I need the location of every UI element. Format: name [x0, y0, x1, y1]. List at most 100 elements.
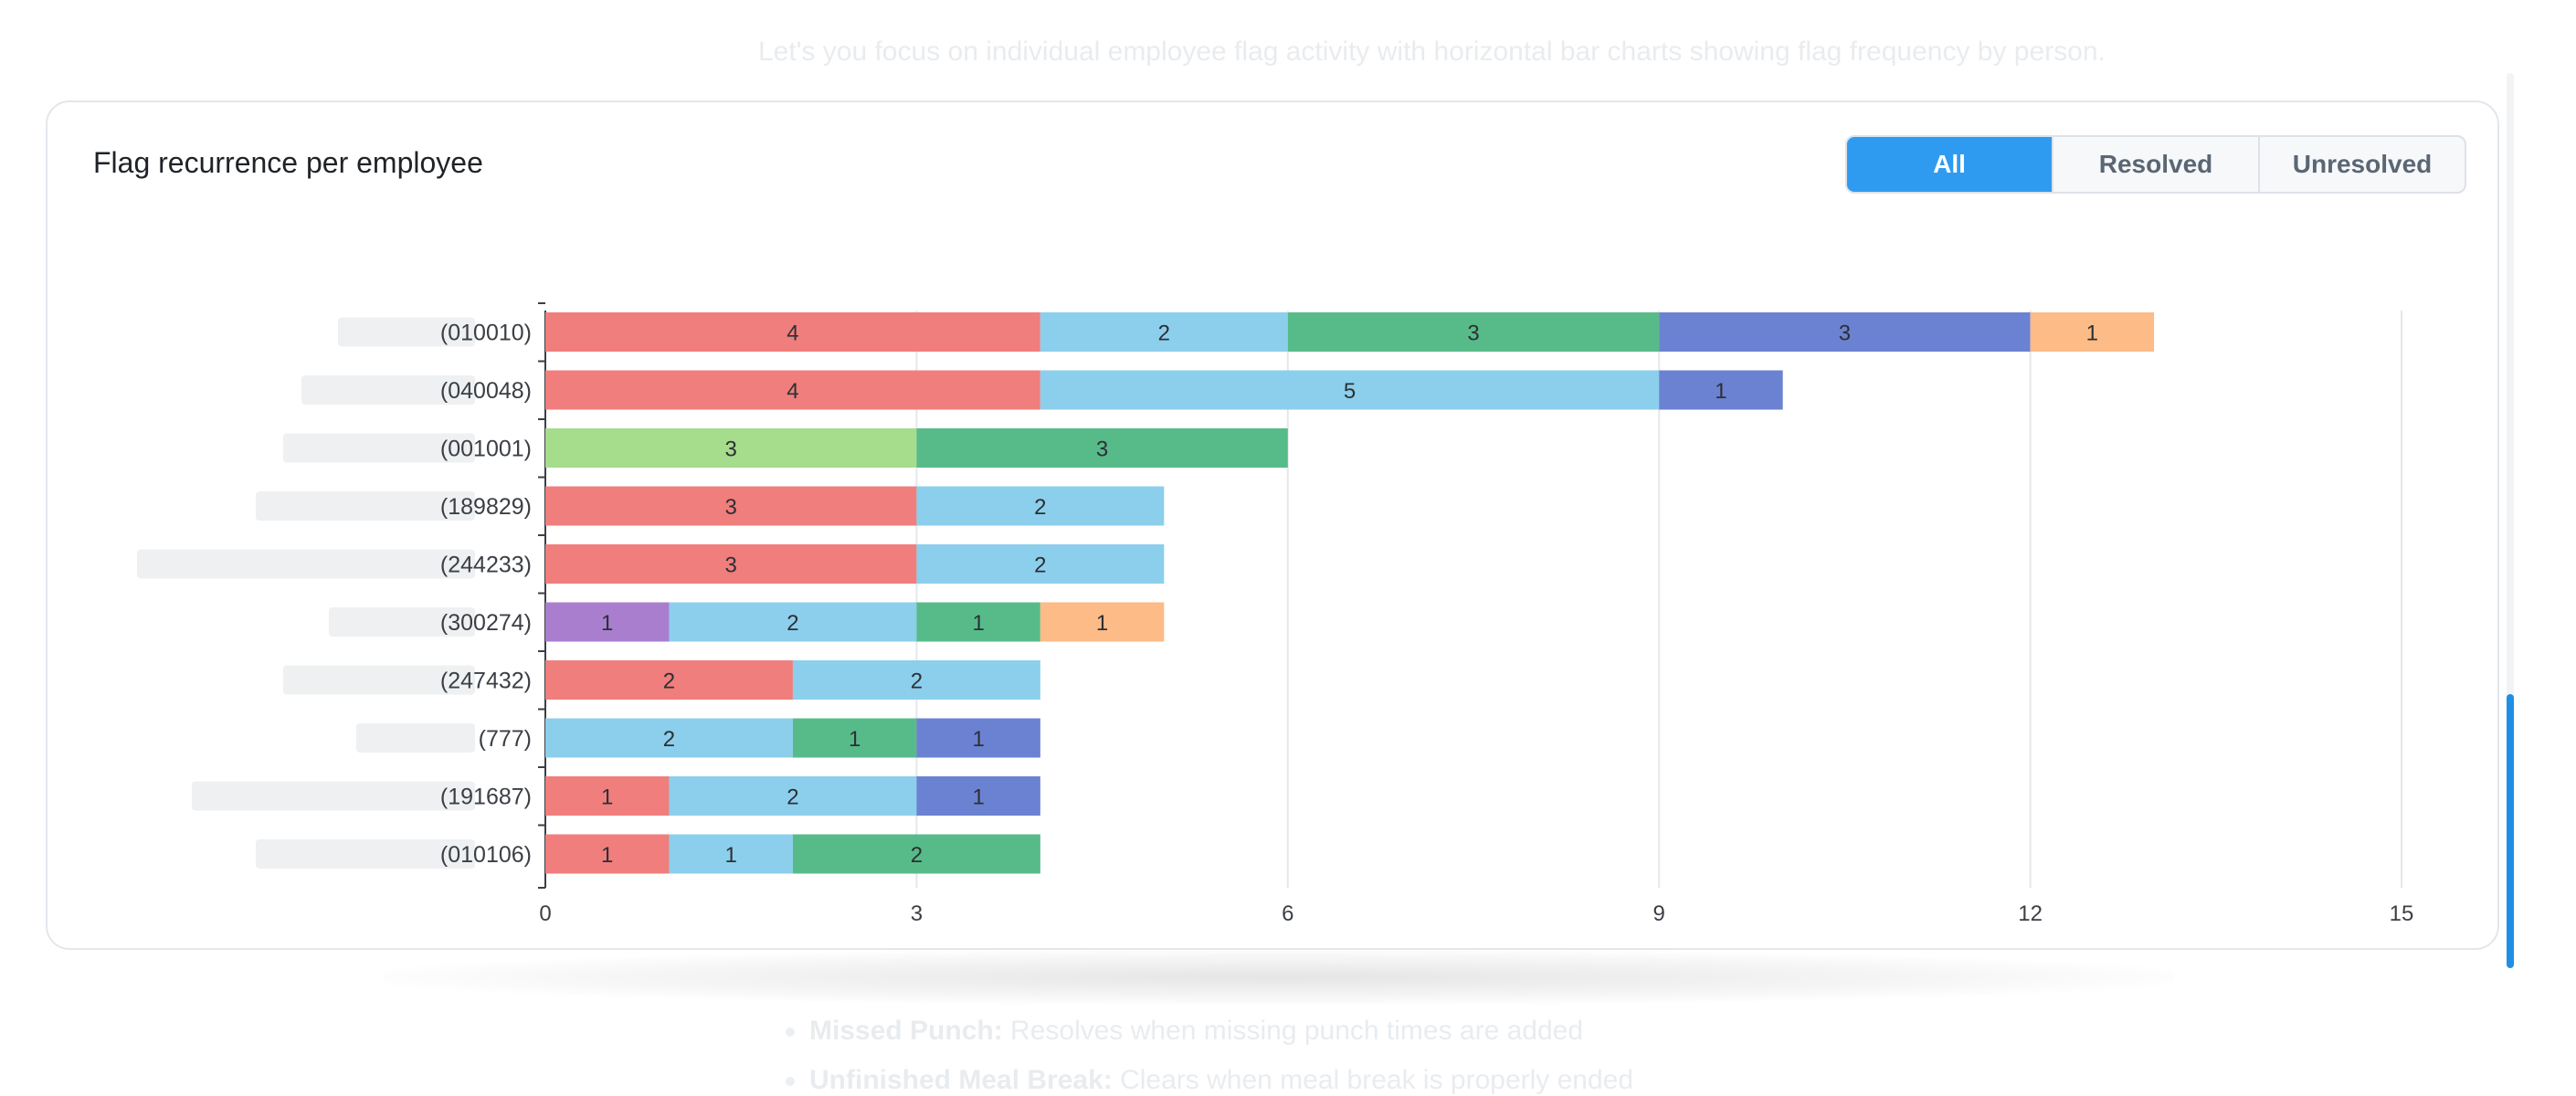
redacted-name-block: [329, 607, 475, 637]
redacted-name-block: [338, 317, 475, 347]
bar-segment: [545, 660, 793, 700]
list-item: Unfinished Meal Break: Clears when meal …: [786, 1065, 1633, 1096]
list-term: Unfinished Meal Break:: [809, 1065, 1113, 1095]
bar-segment: [916, 428, 1288, 468]
bar-segment: [545, 544, 917, 584]
bar-value-label: 3: [725, 437, 737, 462]
bar-value-label: 1: [725, 843, 737, 868]
redacted-name-block: [256, 491, 475, 521]
x-tick-label: 9: [1653, 901, 1665, 926]
employee-label: (191687): [440, 785, 532, 810]
employee-flag-chart: 0 3 6 9 12 15(010010) 4 2 3 3 1(040048) 4 5 1(001001)…: [137, 302, 2414, 926]
bar-value-label: 3: [1467, 321, 1479, 346]
bar-value-label: 1: [1096, 611, 1108, 636]
bar-value-label: 2: [1158, 321, 1170, 346]
bar-value-label: 1: [972, 727, 984, 752]
bar-value-label: 2: [911, 669, 923, 694]
bar-value-label: 2: [787, 785, 798, 810]
bar-segment: [916, 602, 1040, 642]
redacted-name-block: [256, 839, 475, 869]
bar-value-label: 3: [1096, 437, 1108, 462]
bar-segment: [545, 370, 1040, 410]
bar-value-label: 1: [972, 611, 984, 636]
bar-segment: [792, 660, 1040, 700]
bar-segment: [792, 834, 1040, 874]
filter-all-button[interactable]: All: [1847, 137, 2052, 192]
list-item: Missed Punch: Resolves when missing punc…: [786, 1016, 1583, 1047]
filter-unresolved-button[interactable]: Unresolved: [2258, 137, 2465, 192]
bar-value-label: 3: [725, 553, 737, 578]
bar-segment: [916, 776, 1040, 816]
bar-value-label: 2: [911, 843, 923, 868]
bar-value-label: 1: [2086, 321, 2098, 346]
bar-segment: [2030, 312, 2155, 352]
bar-value-label: 1: [601, 785, 613, 810]
bar-value-label: 3: [1839, 321, 1851, 346]
scrollbar-thumb[interactable]: [2507, 694, 2514, 968]
bar-value-label: 3: [725, 495, 737, 520]
flag-recurrence-card: Flag recurrence per employee All Resolve…: [46, 100, 2499, 950]
x-tick-label: 0: [539, 901, 551, 926]
bar-value-label: 2: [1034, 495, 1046, 520]
bar-value-label: 1: [601, 843, 613, 868]
bar-segment: [916, 718, 1040, 758]
redacted-name-block: [137, 549, 475, 579]
filter-resolved-button[interactable]: Resolved: [2052, 137, 2258, 192]
bar-value-label: 4: [787, 321, 798, 346]
card-shadow: [384, 950, 2174, 1005]
bar-segment: [669, 602, 917, 642]
bar-segment: [545, 776, 670, 816]
bar-value-label: 1: [1715, 379, 1726, 404]
page-scrollbar[interactable]: [2507, 73, 2514, 968]
bar-value-label: 1: [849, 727, 860, 752]
redacted-name-block: [301, 375, 475, 405]
bar-segment: [545, 428, 917, 468]
bar-segment: [545, 718, 793, 758]
bar-segment: [545, 834, 670, 874]
bar-segment: [916, 486, 1165, 526]
redacted-name-block: [283, 665, 475, 695]
employee-label: (244233): [440, 553, 532, 578]
bar-value-label: 4: [787, 379, 798, 404]
bar-segment: [669, 776, 917, 816]
bar-segment: [1040, 312, 1288, 352]
bar-value-label: 2: [1034, 553, 1046, 578]
page-description: Let's you focus on individual employee f…: [758, 37, 2106, 67]
bullet-icon: [786, 1028, 795, 1038]
bar-segment: [1659, 370, 1783, 410]
list-text: Clears when meal break is properly ended: [1112, 1065, 1634, 1095]
bar-segment: [1040, 602, 1165, 642]
redacted-name-block: [356, 723, 475, 753]
employee-label: (189829): [440, 494, 532, 520]
bar-segment: [545, 602, 670, 642]
status-filter: All Resolved Unresolved: [1845, 135, 2466, 194]
employee-label: (300274): [440, 610, 532, 636]
redacted-name-block: [283, 433, 475, 463]
bar-segment: [669, 834, 793, 874]
bar-value-label: 2: [787, 611, 798, 636]
employee-label: (247432): [440, 669, 532, 694]
bar-value-label: 1: [972, 785, 984, 810]
card-title: Flag recurrence per employee: [93, 146, 483, 179]
employee-label: (777): [479, 726, 532, 752]
employee-label: (001001): [440, 437, 532, 462]
employee-label: (010106): [440, 842, 532, 868]
x-tick-label: 12: [2018, 901, 2043, 926]
employee-label: (040048): [440, 378, 532, 404]
bar-segment: [916, 544, 1165, 584]
x-tick-label: 6: [1282, 901, 1293, 926]
bar-value-label: 2: [663, 727, 675, 752]
x-tick-label: 15: [2390, 901, 2414, 926]
bar-segment: [545, 312, 1040, 352]
redacted-name-block: [192, 781, 475, 811]
bar-segment: [1287, 312, 1660, 352]
list-text: Resolves when missing punch times are ad…: [1002, 1016, 1584, 1046]
bar-value-label: 5: [1344, 379, 1356, 404]
list-term: Missed Punch:: [809, 1016, 1003, 1046]
bar-segment: [1040, 370, 1660, 410]
bar-segment: [545, 486, 917, 526]
bar-segment: [792, 718, 917, 758]
employee-label: (010010): [440, 321, 532, 346]
bar-value-label: 2: [663, 669, 675, 694]
x-tick-label: 3: [911, 901, 923, 926]
